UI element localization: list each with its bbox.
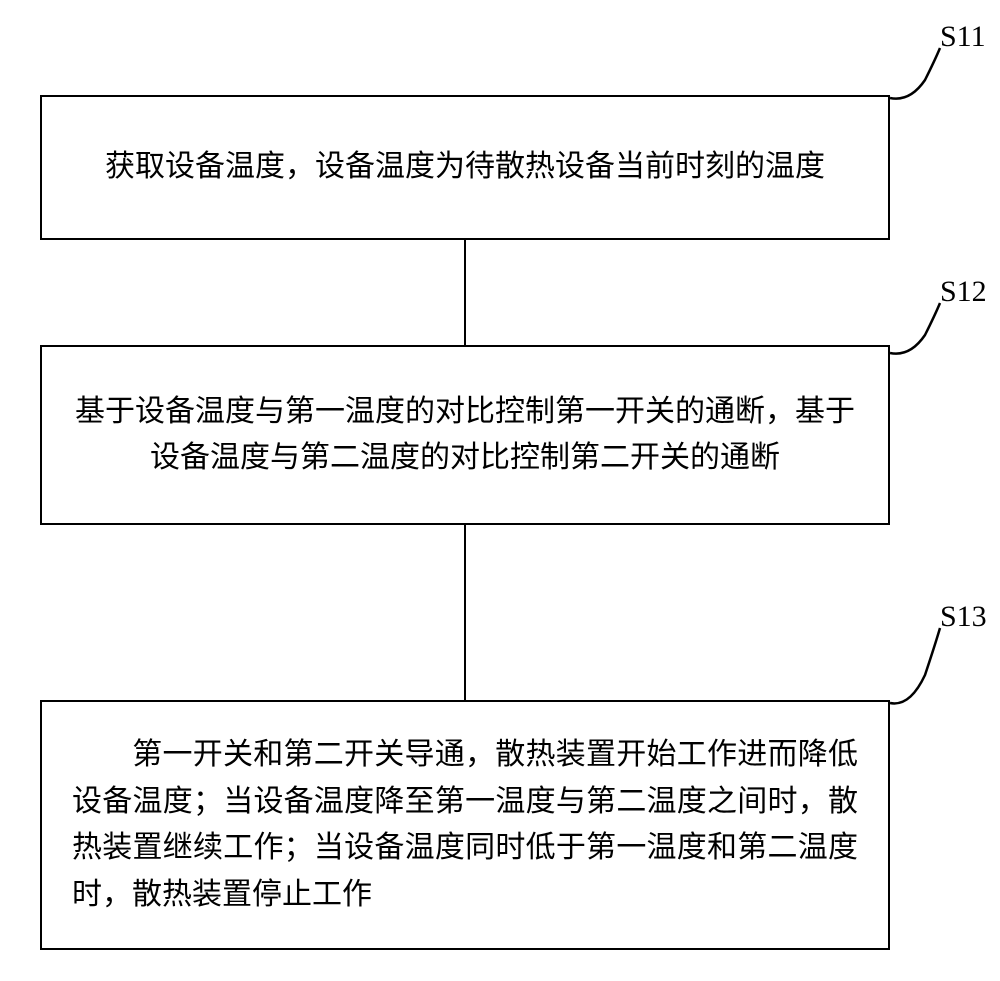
flowchart-node-s12: 基于设备温度与第一温度的对比控制第一开关的通断，基于设备温度与第二温度的对比控制… (40, 345, 890, 525)
connector-s12-s13 (464, 525, 466, 700)
node-s12-text: 基于设备温度与第一温度的对比控制第一开关的通断，基于设备温度与第二温度的对比控制… (72, 389, 858, 482)
connector-s11-s12 (464, 240, 466, 345)
flowchart-node-s11: 获取设备温度，设备温度为待散热设备当前时刻的温度 (40, 95, 890, 240)
node-s11-text: 获取设备温度，设备温度为待散热设备当前时刻的温度 (105, 144, 825, 191)
flowchart-node-s13: 第一开关和第二开关导通，散热装置开始工作进而降低设备温度；当设备温度降至第一温度… (40, 700, 890, 950)
step-label-s13: S13 (940, 600, 987, 634)
step-label-s11: S11 (940, 20, 986, 54)
callout-s13 (880, 620, 960, 715)
flowchart-canvas: 获取设备温度，设备温度为待散热设备当前时刻的温度 S11 基于设备温度与第一温度… (0, 0, 1000, 981)
node-s13-text: 第一开关和第二开关导通，散热装置开始工作进而降低设备温度；当设备温度降至第一温度… (72, 732, 858, 918)
step-label-s12: S12 (940, 275, 987, 309)
